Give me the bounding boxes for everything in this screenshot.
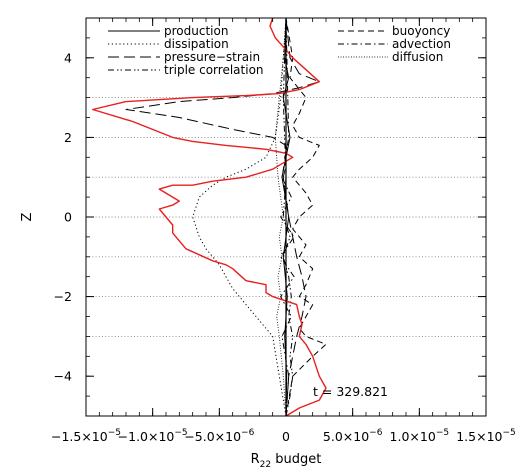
series-advection-line	[280, 17, 295, 417]
x-tick-label-6: 1.5×10−5	[456, 428, 516, 444]
time-annotation: t = 329.821	[313, 384, 388, 399]
x-tick-label-4: 5.0×10−6	[323, 428, 383, 444]
legend-label-1: dissipation	[164, 37, 229, 51]
y-tick-label-0: −4	[54, 369, 72, 384]
y-tick-label-3: 2	[64, 130, 72, 145]
y-tick-label-2: 0	[64, 210, 72, 225]
x-tick-label-2: −5.0×10−6	[184, 428, 254, 444]
legend-label-0: production	[164, 24, 228, 38]
x-axis-label: R22 budget	[251, 452, 322, 470]
x-tick-label-1: −1.0×10−5	[118, 428, 188, 444]
y-tick-label-4: 4	[64, 50, 72, 65]
legend-label-2: pressure−strain	[164, 50, 260, 64]
series-diffusion-line	[274, 17, 287, 417]
series-production-line	[281, 17, 291, 417]
legend-label-5: advection	[392, 37, 451, 51]
y-axis-label: Z	[20, 212, 35, 221]
x-tick-label-3: 0	[282, 429, 290, 444]
x-tick-label-0: −1.5×10−5	[51, 428, 121, 444]
series-layer	[91, 17, 327, 417]
legend-label-6: diffusion	[392, 50, 443, 64]
series-total-line	[91, 17, 327, 417]
x-tick-label-5: 1.0×10−5	[390, 428, 450, 444]
y-tick-label-1: −2	[54, 289, 72, 304]
legend: productiondissipationpressure−straintrip…	[108, 24, 451, 77]
series-triple-correlation-line	[282, 17, 294, 417]
series-buoyoncy-line	[285, 17, 327, 417]
legend-label-3: triple correlation	[164, 63, 264, 77]
reference-lines	[86, 97, 486, 337]
axis-ticks: −1.5×10−5−1.0×10−5−5.0×10−6 0 5.0×10−6 1.0×…	[51, 17, 516, 444]
legend-label-4: buoyoncy	[392, 24, 450, 38]
